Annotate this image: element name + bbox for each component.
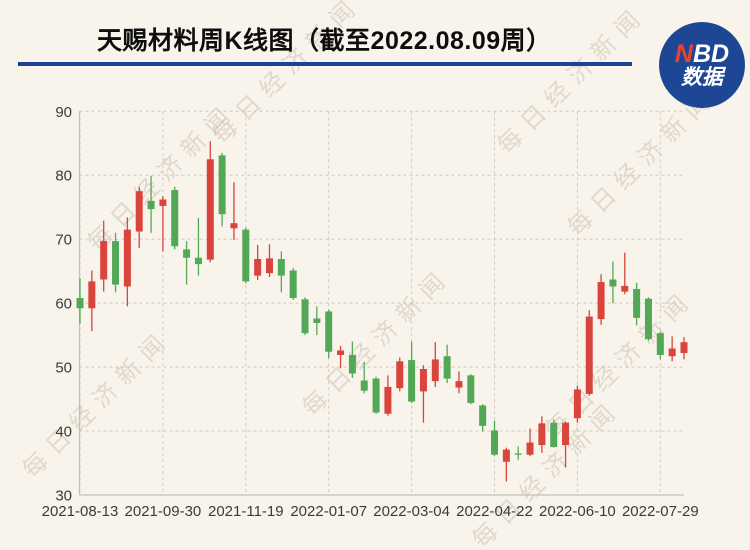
candle xyxy=(123,229,131,287)
candle xyxy=(396,361,404,389)
chart-candles xyxy=(76,141,688,482)
candle xyxy=(455,381,463,388)
candle xyxy=(135,191,143,232)
candle xyxy=(348,354,356,374)
title-divider xyxy=(18,62,632,66)
candle xyxy=(159,199,167,206)
nbd-logo-subtext: 数据 xyxy=(681,66,723,90)
y-axis-tick-label: 70 xyxy=(55,232,72,249)
nbd-logo-n: N xyxy=(674,39,693,68)
candle xyxy=(218,155,226,215)
candle xyxy=(206,159,214,260)
y-axis-tick-label: 40 xyxy=(55,424,72,441)
x-axis-tick-label: 2022-03-04 xyxy=(373,503,450,520)
candle xyxy=(573,389,581,419)
candle xyxy=(230,223,238,229)
candle xyxy=(171,189,179,247)
candle xyxy=(360,380,368,391)
y-axis-tick-label: 90 xyxy=(55,104,72,121)
chart-gridlines xyxy=(79,110,684,495)
x-axis-tick-label: 2021-09-30 xyxy=(125,503,202,520)
y-axis-tick-label: 30 xyxy=(55,487,72,504)
x-axis-tick-label: 2022-06-10 xyxy=(539,503,616,520)
y-axis-tick-label: 60 xyxy=(55,296,72,313)
candle xyxy=(183,249,191,258)
nbd-logo-text: NBD xyxy=(675,41,729,67)
candle xyxy=(194,257,202,265)
candle xyxy=(289,270,297,299)
candle xyxy=(88,281,96,309)
candle xyxy=(408,360,416,402)
candle xyxy=(147,200,155,210)
candle xyxy=(680,342,688,354)
candle xyxy=(621,285,629,292)
x-axis-tick-label: 2021-08-13 xyxy=(42,503,119,520)
y-axis-tick-label: 80 xyxy=(55,168,72,185)
candle xyxy=(491,430,499,455)
candle xyxy=(514,453,522,455)
candle xyxy=(443,356,451,379)
candle xyxy=(100,241,108,280)
candle xyxy=(277,259,285,276)
candle xyxy=(597,282,605,320)
candle xyxy=(313,318,321,323)
candle xyxy=(325,311,333,352)
candle xyxy=(633,289,641,318)
candle xyxy=(609,279,617,287)
candle xyxy=(526,442,534,455)
candle xyxy=(550,422,558,448)
x-axis-tick-label: 2021-11-19 xyxy=(208,503,284,520)
candle xyxy=(112,241,120,285)
candle xyxy=(301,299,309,334)
candle xyxy=(668,348,676,357)
candle xyxy=(538,423,546,446)
candle xyxy=(337,350,345,355)
candle xyxy=(384,386,392,414)
candle xyxy=(656,333,664,355)
candle xyxy=(265,258,273,274)
candle xyxy=(467,375,475,403)
candle xyxy=(502,449,510,462)
x-axis-tick-label: 2022-07-29 xyxy=(622,503,699,520)
nbd-logo: NBD 数据 xyxy=(659,22,745,108)
nbd-logo-bd: BD xyxy=(692,39,730,68)
y-axis-tick-label: 50 xyxy=(55,360,72,377)
candle xyxy=(76,298,84,309)
candle xyxy=(242,229,250,282)
chart-title: 天赐材料周K线图（截至2022.08.09周） xyxy=(97,27,552,55)
candle xyxy=(585,316,593,394)
candle xyxy=(644,298,652,339)
candle xyxy=(254,259,262,276)
candle xyxy=(479,405,487,426)
candle xyxy=(562,422,570,446)
x-axis-tick-label: 2022-01-07 xyxy=(290,503,367,520)
candle xyxy=(372,378,380,413)
chart-x-axis-labels: 2021-08-13 2021-09-30 2021-11-19 2022-01-07… xyxy=(42,503,699,520)
x-axis-tick-label: 2022-04-22 xyxy=(456,503,533,520)
candle xyxy=(431,359,439,382)
chart-y-axis-labels: 30 40 50 60 70 80 90 xyxy=(55,104,72,505)
candle xyxy=(419,368,427,392)
